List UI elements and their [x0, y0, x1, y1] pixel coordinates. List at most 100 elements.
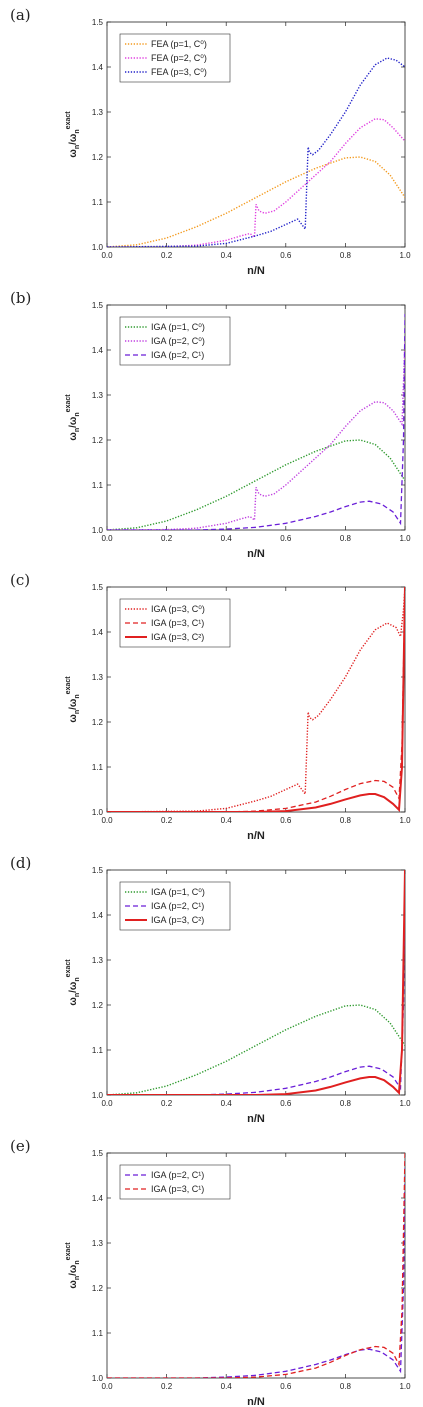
y-tick-label: 1.0: [92, 243, 104, 252]
legend-box: [119, 316, 231, 366]
y-tick-label: 1.3: [92, 1239, 104, 1248]
y-tick-label: 1.0: [92, 808, 104, 817]
y-tick-label: 1.4: [92, 346, 104, 355]
y-axis-label-part: ω: [68, 416, 79, 425]
y-tick-label: 1.5: [92, 866, 104, 875]
y-tick-label: 1.3: [92, 956, 104, 965]
legend-label: IGA (p=2, C¹): [151, 1170, 204, 1180]
legend-label: IGA (p=3, C¹): [151, 618, 204, 628]
x-axis-label: n/N: [247, 1113, 265, 1125]
y-axis-label-part: n: [74, 1260, 81, 1264]
plot-frame: [106, 1152, 406, 1379]
y-axis-label-part: exact: [65, 959, 72, 978]
series-line-2: [107, 118, 405, 247]
y-axis-label-part: ω: [68, 1280, 79, 1289]
series-group: [107, 57, 405, 247]
legend: FEA (p=1, C⁰) FEA (p=2, C⁰) FEA (p=3, C⁰): [119, 33, 231, 83]
y-tick-label: 1.2: [92, 1284, 104, 1293]
x-tick-label: 0.4: [221, 816, 233, 825]
x-axis-label: n/N: [247, 830, 265, 842]
y-axis-label-part: n: [74, 428, 81, 432]
y-axis-label-part: /: [68, 425, 79, 428]
y-axis-label-part: n: [74, 710, 81, 714]
x-tick-label: 0.8: [340, 1382, 352, 1391]
x-tick-label: 0.6: [280, 1099, 292, 1108]
y-axis-label-part: exact: [65, 394, 72, 413]
y-axis-label-part: exact: [65, 1242, 72, 1261]
y-axis-label-part: ω: [68, 698, 79, 707]
x-tick-label: 1.0: [399, 1382, 411, 1391]
y-tick-label: 1.1: [92, 481, 104, 490]
x-tick-label: 0.0: [101, 1382, 113, 1391]
y-axis-label-part: /: [68, 142, 79, 145]
y-axis-label-part: n: [74, 412, 81, 416]
legend: IGA (p=1, C⁰) IGA (p=2, C¹) IGA (p=3, C²): [119, 881, 231, 931]
y-axis-label-part: /: [68, 707, 79, 710]
series-line-1: [107, 156, 405, 247]
panel-label: (a): [10, 6, 31, 24]
y-tick-label: 1.2: [92, 153, 104, 162]
y-axis-label-part: n: [74, 145, 81, 149]
x-tick-label: 0.6: [280, 1382, 292, 1391]
y-tick-label: 1.5: [92, 301, 104, 310]
y-tick-label: 1.4: [92, 911, 104, 920]
y-tick-label: 1.0: [92, 526, 104, 535]
y-axis-label-part: n: [74, 1276, 81, 1280]
series-group: [107, 1153, 405, 1378]
series-line-2: [107, 1153, 405, 1378]
x-tick-label: 1.0: [399, 534, 411, 543]
x-axis-label: n/N: [247, 548, 265, 560]
y-axis-label-part: exact: [65, 676, 72, 695]
x-tick-label: 0.6: [280, 534, 292, 543]
series-line-1: [107, 439, 405, 530]
y-tick-label: 1.5: [92, 18, 104, 27]
y-axis-label-part: exact: [65, 111, 72, 130]
series-line-1: [107, 1004, 405, 1095]
y-tick-label: 1.0: [92, 1374, 104, 1383]
x-tick-label: 0.0: [101, 534, 113, 543]
y-tick-label: 1.1: [92, 198, 104, 207]
chart-panel-c: (c) 0.0 0.2 0.4 0.6 0.8 1.0 1.0 1.1 1.2 1.3 1.4 1.5 n…: [10, 571, 411, 842]
chart-panel-a: (a) 0.0 0.2 0.4 0.6 0.8 1.0 1.0 1.1 1.2 1.3 1.4 1.5 n…: [10, 6, 411, 277]
chart-panel-d: (d) 0.0 0.2 0.4 0.6 0.8 1.0 1.0 1.1 1.2 1.3 1.4 1.5 n…: [10, 854, 411, 1125]
y-tick-label: 1.1: [92, 763, 104, 772]
series-group: [107, 313, 405, 530]
legend-label: IGA (p=3, C¹): [151, 1184, 204, 1194]
x-tick-label: 0.2: [161, 251, 173, 260]
x-tick-label: 0.6: [280, 816, 292, 825]
y-axis-label-part: ω: [68, 432, 79, 441]
y-axis-label: ωn/ωnexact: [65, 676, 81, 723]
y-tick-label: 1.0: [92, 1091, 104, 1100]
y-axis-label-part: ω: [68, 1264, 79, 1273]
y-axis-label-part: /: [68, 990, 79, 993]
y-tick-label: 1.2: [92, 436, 104, 445]
y-axis-label-part: /: [68, 1273, 79, 1276]
panel-label: (d): [10, 854, 31, 872]
legend-label: FEA (p=2, C⁰): [151, 53, 207, 63]
legend-box: [119, 598, 231, 648]
legend: IGA (p=2, C¹) IGA (p=3, C¹): [119, 1164, 231, 1200]
y-axis-label: ωn/ωnexact: [65, 111, 81, 158]
legend: IGA (p=3, C⁰) IGA (p=3, C¹) IGA (p=3, C²): [119, 598, 231, 648]
y-axis-label-part: ω: [68, 981, 79, 990]
chart-panel-b: (b) 0.0 0.2 0.4 0.6 0.8 1.0 1.0 1.1 1.2 1.3 1.4 1.5 n…: [10, 289, 411, 560]
y-axis-label-part: n: [74, 993, 81, 997]
legend-label: FEA (p=3, C⁰): [151, 67, 207, 77]
legend-label: IGA (p=1, C⁰): [151, 322, 205, 332]
y-tick-label: 1.2: [92, 718, 104, 727]
chart-panel-e: (e) 0.0 0.2 0.4 0.6 0.8 1.0 1.0 1.1 1.2 1.3 1.4 1.5 n…: [10, 1137, 411, 1407]
y-tick-label: 1.3: [92, 108, 104, 117]
y-axis-label-part: ω: [68, 714, 79, 723]
x-tick-label: 0.8: [340, 534, 352, 543]
series-line-2: [107, 340, 405, 530]
x-tick-label: 0.2: [161, 1382, 173, 1391]
x-tick-label: 0.0: [101, 816, 113, 825]
y-axis-label-part: ω: [68, 149, 79, 158]
y-axis-label: ωn/ωnexact: [65, 959, 81, 1006]
x-tick-label: 0.0: [101, 1099, 113, 1108]
legend: IGA (p=1, C⁰) IGA (p=2, C⁰) IGA (p=2, C¹): [119, 316, 231, 366]
x-tick-label: 1.0: [399, 816, 411, 825]
series-group: [107, 870, 405, 1095]
x-axis-label: n/N: [247, 265, 265, 277]
y-tick-label: 1.1: [92, 1046, 104, 1055]
